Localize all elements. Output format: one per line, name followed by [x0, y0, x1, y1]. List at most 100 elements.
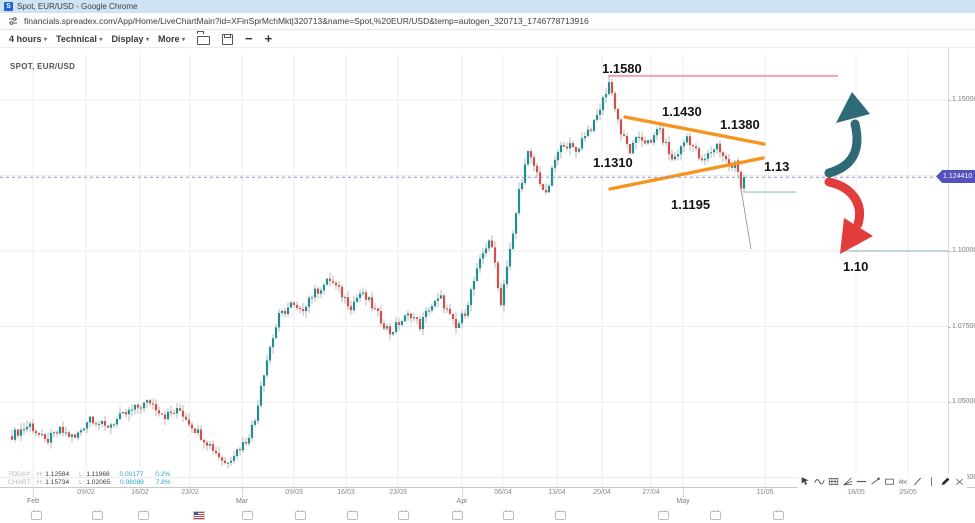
candle-body — [427, 310, 431, 312]
pointer-tool-icon[interactable] — [800, 475, 811, 487]
us-flag-icon[interactable] — [193, 511, 205, 520]
projection-line[interactable] — [739, 182, 752, 250]
diagonal-line-tool-icon[interactable] — [912, 475, 923, 487]
text-tool-icon[interactable]: Abc — [898, 475, 909, 487]
candle-body — [202, 439, 206, 443]
calendar-event-icon[interactable] — [773, 510, 784, 520]
calendar-event-icon[interactable] — [31, 510, 42, 520]
candle-body — [337, 285, 341, 287]
annotation-label-1.1310[interactable]: 1.1310 — [593, 155, 633, 170]
candle-body — [625, 135, 629, 145]
month-tick-mark — [33, 488, 35, 497]
candle-body — [721, 152, 725, 156]
vertical-line-tool-icon[interactable] — [926, 475, 937, 487]
down-arrow-head-icon[interactable] — [840, 218, 873, 254]
candle-body — [214, 450, 218, 454]
calendar-event-icon[interactable] — [92, 510, 103, 520]
calendar-event-icon[interactable] — [295, 510, 306, 520]
url-text[interactable]: financials.spreadex.com/App/Home/LiveCha… — [24, 16, 589, 26]
candle-body — [142, 402, 146, 409]
down-arrow-icon[interactable] — [824, 177, 864, 229]
annotation-label-1.10[interactable]: 1.10 — [843, 259, 869, 274]
chevron-down-icon: ▾ — [44, 37, 48, 43]
zoom-out-button[interactable]: − — [245, 31, 253, 46]
instrument-label: SPOT, EUR/USD — [10, 62, 76, 71]
chart-low-label: L: — [78, 479, 85, 486]
candle-body — [85, 422, 89, 429]
calendar-event-icon[interactable] — [138, 510, 149, 520]
wave-tool-icon[interactable] — [814, 475, 825, 487]
trendline-upper-descending[interactable] — [623, 115, 766, 146]
rectangle-tool-icon[interactable] — [884, 475, 895, 487]
annotation-label-1.1195[interactable]: 1.1195 — [671, 197, 711, 212]
candle-body — [52, 432, 56, 434]
menu-display[interactable]: Display ▾ — [111, 34, 149, 44]
calendar-event-icon[interactable] — [398, 510, 409, 520]
candle-body — [355, 297, 359, 302]
calendar-event-icon[interactable] — [503, 510, 514, 520]
candle-body — [250, 424, 254, 438]
svg-text:Abc: Abc — [899, 479, 908, 485]
site-info-icon[interactable] — [8, 16, 18, 26]
candle-body — [313, 288, 317, 298]
zoom-in-button[interactable]: + — [264, 31, 273, 46]
annotation-label-1.1580[interactable]: 1.1580 — [602, 61, 642, 76]
date-axis-tick: 13/04 — [548, 489, 566, 496]
menu-more[interactable]: More ▾ — [157, 34, 186, 44]
calendar-event-icon[interactable] — [452, 510, 463, 520]
candle-body — [586, 129, 590, 137]
url-bar[interactable]: financials.spreadex.com/App/Home/LiveCha… — [0, 13, 975, 30]
candle-body — [223, 460, 227, 463]
menu-technical[interactable]: Technical ▾ — [56, 34, 103, 44]
annotation-label-1.1430[interactable]: 1.1430 — [662, 104, 702, 119]
candle-body — [517, 189, 521, 214]
event-calendar-row — [0, 507, 975, 523]
horizontal-line-tool-icon[interactable] — [856, 475, 867, 487]
chart-plot-area[interactable]: SPOT, EUR/USD — [0, 48, 975, 487]
candle-body — [415, 317, 419, 320]
candle-body — [379, 311, 383, 324]
fan-lines-tool-icon[interactable] — [842, 475, 853, 487]
candle-body — [103, 421, 107, 426]
candle-body — [187, 419, 191, 425]
candle-body — [175, 408, 179, 414]
candle-body — [94, 423, 98, 425]
candle-body — [190, 424, 194, 429]
up-arrow-head-icon[interactable] — [836, 92, 870, 123]
calendar-event-icon[interactable] — [347, 510, 358, 520]
price-axis-divider — [948, 48, 949, 487]
up-arrow-icon[interactable] — [824, 119, 862, 178]
trend-line-dot-tool-icon[interactable] — [870, 475, 881, 487]
candle-body — [298, 307, 302, 310]
candle-body — [268, 347, 272, 361]
candle-body — [346, 297, 350, 307]
candle-body — [340, 286, 344, 298]
today-high-label: H: — [36, 471, 44, 478]
candle-body — [97, 423, 101, 425]
date-axis-tick: 27/04 — [642, 489, 660, 496]
delete-tool-icon[interactable] — [954, 475, 965, 487]
menu-timeframe[interactable]: 4 hours ▾ — [9, 34, 48, 44]
candle-body — [658, 128, 662, 130]
pencil-tool-icon[interactable] — [940, 475, 951, 487]
calendar-event-icon[interactable] — [658, 510, 669, 520]
candle-body — [556, 152, 560, 161]
candle-body — [679, 146, 683, 155]
candlestick-chart[interactable] — [0, 48, 975, 487]
candle-body — [13, 429, 17, 440]
annotation-label-1.13[interactable]: 1.13 — [764, 159, 790, 174]
open-folder-icon[interactable] — [197, 34, 211, 45]
save-icon[interactable] — [222, 33, 234, 45]
candle-body — [460, 313, 464, 324]
annotation-label-1.1380[interactable]: 1.1380 — [720, 117, 760, 132]
calendar-event-icon[interactable] — [555, 510, 566, 520]
candle-body — [583, 136, 587, 139]
date-axis-tick: 18/05 — [847, 489, 865, 496]
calendar-event-icon[interactable] — [710, 510, 721, 520]
candle-body — [571, 143, 575, 148]
grid-tool-icon[interactable] — [828, 475, 839, 487]
calendar-event-icon[interactable] — [242, 510, 253, 520]
candle-body — [529, 151, 533, 158]
trendline-lower-ascending[interactable] — [608, 156, 765, 191]
candle-body — [130, 409, 134, 411]
